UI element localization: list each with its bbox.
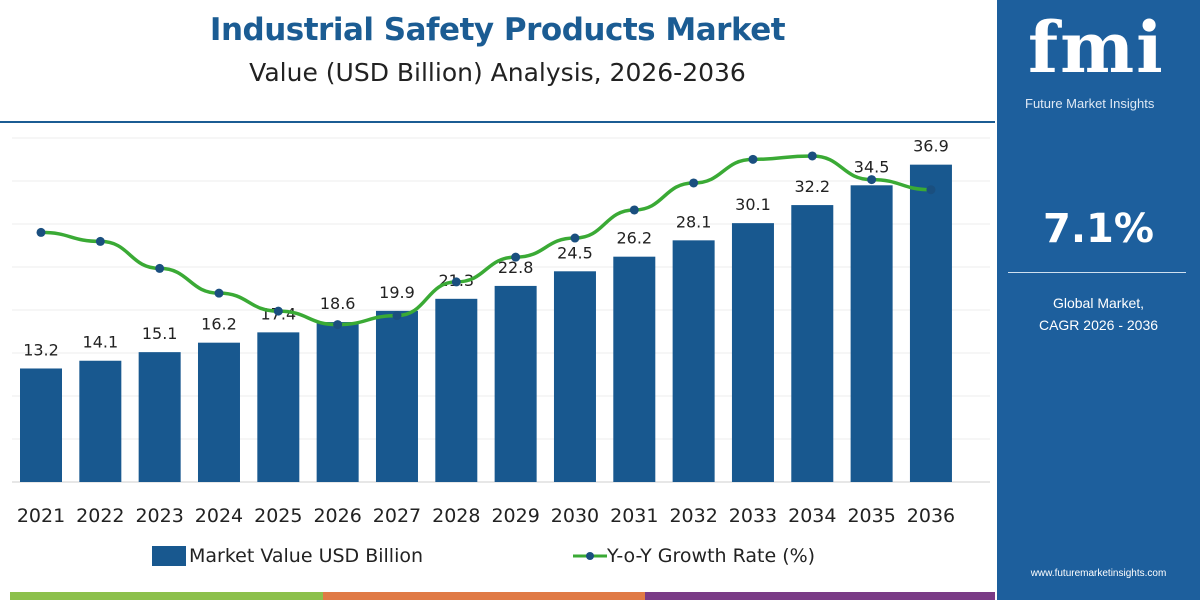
bar-2031 <box>613 256 656 482</box>
data-label: 30.1 <box>735 195 771 214</box>
x-tick-label: 2026 <box>313 505 361 527</box>
data-label: 26.2 <box>616 229 652 248</box>
growth-point-2035 <box>867 175 877 185</box>
data-label: 28.1 <box>676 212 712 231</box>
growth-rate-line <box>40 154 931 327</box>
growth-point-2031 <box>629 205 639 215</box>
legend-bar: Market Value USD Billion <box>152 545 423 567</box>
chart-title: Industrial Safety Products Market <box>209 12 786 48</box>
chart-subtitle: Value (USD Billion) Analysis, 2026-2036 <box>249 58 746 87</box>
brand-name: Future Market Insights <box>1025 96 1155 111</box>
bar-2024 <box>197 342 240 482</box>
x-tick-label: 2023 <box>135 505 183 527</box>
x-tick-label: 2024 <box>195 505 243 527</box>
growth-point-2021 <box>36 227 46 237</box>
growth-point-2028 <box>451 277 461 287</box>
legend-bar-label: Market Value USD Billion <box>189 545 424 567</box>
cagr-label-line1: Global Market, <box>1052 295 1145 311</box>
x-tick-label: 2031 <box>610 505 658 527</box>
bar-2034 <box>791 205 834 482</box>
legend-line: Y-o-Y Growth Rate (%) <box>573 545 815 567</box>
growth-point-2027 <box>392 311 402 321</box>
x-tick-label: 2033 <box>729 505 777 527</box>
bar-2022 <box>79 360 122 482</box>
data-label: 13.2 <box>23 340 59 359</box>
growth-point-2026 <box>333 320 343 330</box>
bar-2021 <box>20 368 62 482</box>
growth-point-2033 <box>748 154 758 164</box>
growth-point-2024 <box>214 288 224 298</box>
website-url: www.futuremarketinsights.com <box>1030 568 1167 579</box>
bar-2025 <box>257 332 300 482</box>
bar-2035 <box>850 185 893 483</box>
bar-2023 <box>138 352 181 482</box>
x-tick-label: 2021 <box>17 505 65 527</box>
data-label: 16.2 <box>201 315 237 334</box>
growth-point-2034 <box>807 151 817 161</box>
bar-2033 <box>731 223 774 482</box>
data-label: 32.2 <box>794 177 830 196</box>
legend-line-label: Y-o-Y Growth Rate (%) <box>607 545 816 567</box>
data-label: 34.5 <box>854 157 890 176</box>
cagr-label: Global Market, CAGR 2026 - 2036 <box>997 292 1200 336</box>
x-tick-label: 2028 <box>432 505 480 527</box>
data-label: 18.6 <box>320 294 356 313</box>
cagr-value: 7.1% <box>1043 206 1154 252</box>
x-tick-label: 2032 <box>669 505 717 527</box>
legend-line-swatch <box>573 552 607 560</box>
data-label: 22.8 <box>498 258 534 277</box>
bar-2030 <box>553 271 596 482</box>
data-label: 24.5 <box>557 243 593 262</box>
bar-2029 <box>494 285 537 482</box>
x-tick-label: 2029 <box>491 505 539 527</box>
growth-point-2025 <box>273 306 283 316</box>
x-tick-label: 2025 <box>254 505 302 527</box>
x-tick-label: 2030 <box>551 505 599 527</box>
growth-point-2022 <box>95 236 105 246</box>
growth-point-2029 <box>511 252 521 262</box>
data-label: 14.1 <box>83 333 119 352</box>
x-tick-label: 2027 <box>373 505 421 527</box>
growth-point-2032 <box>689 178 699 188</box>
brand-panel <box>997 0 1200 600</box>
cagr-label-line2: CAGR 2026 - 2036 <box>1038 317 1159 333</box>
bar-2036 <box>909 164 952 482</box>
panel-divider <box>1008 272 1186 273</box>
growth-point-2030 <box>570 233 580 243</box>
x-tick-label: 2034 <box>788 505 836 527</box>
footer-band-orange <box>323 592 645 600</box>
data-label: 15.1 <box>142 324 178 343</box>
data-label: 19.9 <box>379 283 415 302</box>
bar-2026 <box>316 322 359 482</box>
bar-2028 <box>435 298 478 482</box>
legend-bar-swatch <box>152 546 186 566</box>
x-tick-label: 2022 <box>76 505 124 527</box>
growth-point-2023 <box>155 263 165 273</box>
x-tick-label: 2036 <box>907 505 955 527</box>
fmi-logo: fmi <box>1028 6 1165 89</box>
bar-2027 <box>375 310 418 482</box>
growth-point-2036 <box>926 185 936 195</box>
data-label: 36.9 <box>913 137 949 156</box>
title-divider <box>0 121 995 123</box>
x-tick-label: 2035 <box>847 505 895 527</box>
bar-2032 <box>672 240 715 482</box>
chart: 13.2202114.1202215.1202316.2202417.42025… <box>12 137 990 527</box>
footer-band-purple <box>645 592 995 600</box>
footer-band-green <box>10 592 323 600</box>
